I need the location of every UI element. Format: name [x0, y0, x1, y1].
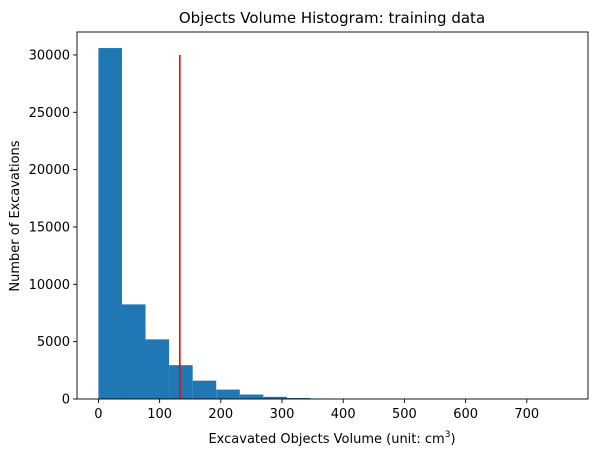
x-tick-label: 300	[270, 407, 295, 422]
plot-area	[98, 48, 570, 400]
x-tick-label: 400	[331, 407, 356, 422]
histogram-bars	[98, 48, 570, 400]
histogram-bar-5	[216, 389, 240, 399]
y-tick-label: 10000	[29, 278, 70, 293]
histogram-bar-2	[145, 339, 170, 399]
y-tick-label: 30000	[29, 48, 70, 63]
x-tick-label: 500	[392, 407, 417, 422]
histogram-bar-6	[239, 394, 264, 399]
x-tick-label: 200	[208, 407, 233, 422]
chart-title: Objects Volume Histogram: training data	[179, 9, 485, 27]
x-axis-label-main: Excavated Objects Volume (unit: cm	[208, 432, 444, 447]
y-tick-label: 0	[62, 393, 70, 408]
x-tick-label: 700	[514, 407, 539, 422]
y-tick-label: 15000	[29, 220, 70, 235]
histogram-bar-1	[121, 304, 146, 399]
histogram-bar-4	[192, 380, 217, 399]
histogram-bar-8	[286, 397, 311, 399]
y-tick-label: 25000	[29, 106, 70, 121]
x-tick-label: 0	[94, 407, 102, 422]
x-axis-label: Excavated Objects Volume (unit: cm3)	[208, 430, 455, 447]
x-tick-label: 100	[147, 407, 172, 422]
x-axis-label-superscript: 3	[445, 430, 451, 440]
x-tick-label: 600	[453, 407, 478, 422]
histogram-bar-3	[169, 365, 193, 399]
histogram-bar-7	[263, 396, 287, 399]
y-tick-label: 20000	[29, 163, 70, 178]
y-tick-label: 5000	[37, 335, 70, 350]
y-axis-ticks: 0 5000 10000 15000 20000 25000 30000	[29, 48, 77, 408]
histogram-bar-0	[98, 48, 122, 400]
y-axis-label: Number of Excavations	[8, 140, 23, 291]
plot-frame	[76, 31, 589, 400]
x-axis-ticks: 0 100 200 300 400 500 600 700	[94, 399, 539, 422]
x-axis-label-suffix: )	[450, 432, 455, 447]
